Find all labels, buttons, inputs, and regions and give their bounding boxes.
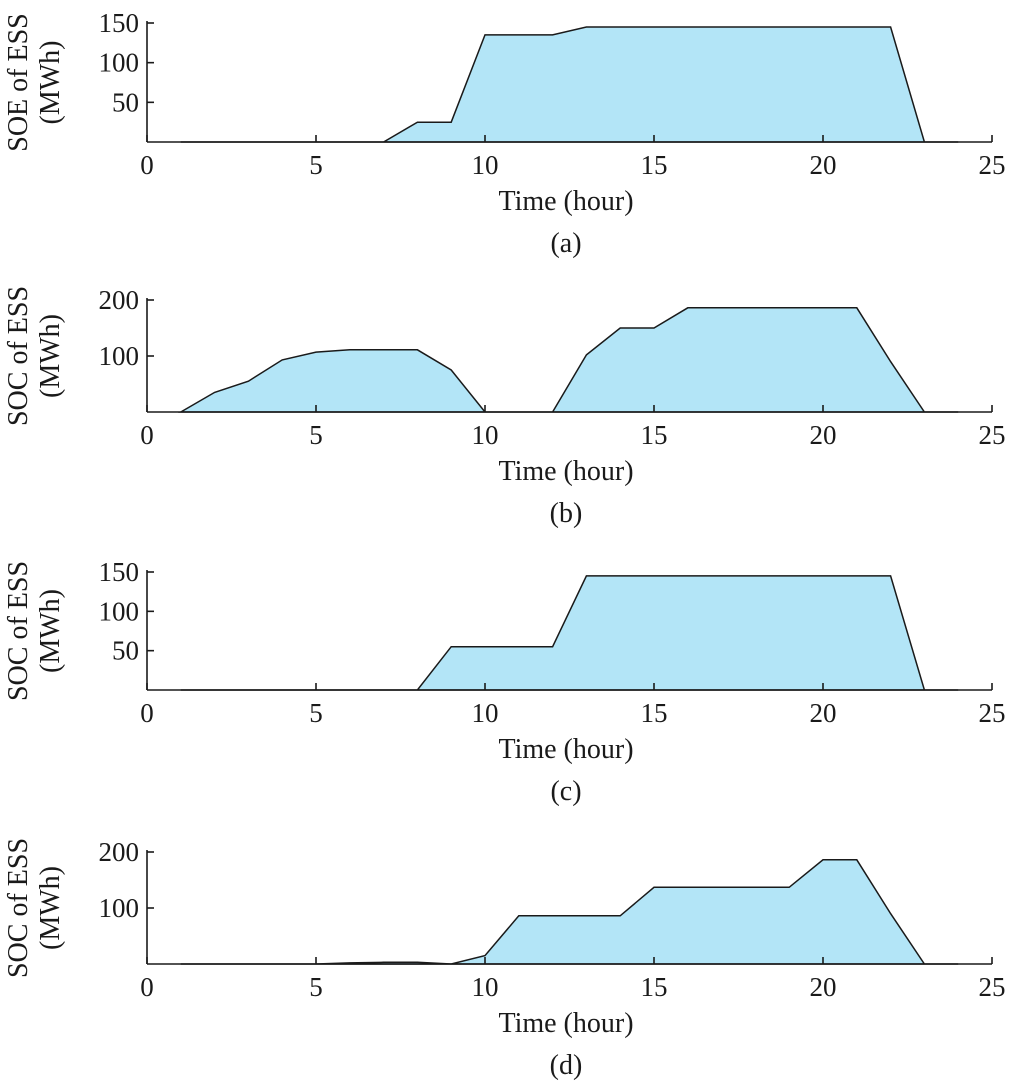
x-axis-title: Time (hour) xyxy=(498,734,633,765)
y-tick-label: 100 xyxy=(99,48,140,78)
x-tick-label: 15 xyxy=(641,972,668,1002)
panel-d: 0 5 10 15 20 25 100 200 Time (hour) (d) SOC of ESS… xyxy=(3,837,1006,1081)
x-tick-label: 5 xyxy=(309,698,323,728)
x-tick-label: 0 xyxy=(140,150,154,180)
x-tick-label: 10 xyxy=(472,150,499,180)
panel-a: 0 5 10 15 20 25 50 100 150 Time (hour) (a) SOE of E… xyxy=(3,8,1006,259)
series-area xyxy=(180,26,959,143)
series-area xyxy=(180,575,959,691)
x-tick-label: 20 xyxy=(810,698,837,728)
x-tick-label: 0 xyxy=(140,698,154,728)
x-tick-label: 5 xyxy=(309,150,323,180)
y-tick-label: 200 xyxy=(99,285,140,315)
y-axis-unit: (MWh) xyxy=(35,866,66,950)
y-tick-label: 50 xyxy=(112,87,139,117)
x-tick-label: 20 xyxy=(810,420,837,450)
y-tick-label: 150 xyxy=(99,557,140,587)
x-tick-label: 10 xyxy=(472,972,499,1002)
y-axis-title: SOC of ESS xyxy=(3,561,34,701)
panel-c: 0 5 10 15 20 25 50 100 150 Time (hour) (c) SOC of E… xyxy=(3,557,1006,807)
series-area xyxy=(180,859,959,965)
y-tick-label: 100 xyxy=(99,893,140,923)
x-tick-label: 20 xyxy=(810,150,837,180)
x-tick-label: 5 xyxy=(309,972,323,1002)
x-tick-label: 10 xyxy=(472,698,499,728)
x-tick-label: 25 xyxy=(979,698,1006,728)
y-axis-title: SOE of ESS xyxy=(3,13,34,151)
y-axis-unit: (MWh) xyxy=(35,589,66,673)
x-tick-label: 20 xyxy=(810,972,837,1002)
y-tick-label: 150 xyxy=(99,8,140,38)
panel-b: 0 5 10 15 20 25 100 200 Time (hour) (b) SOC of ESS… xyxy=(3,285,1006,529)
x-tick-label: 25 xyxy=(979,150,1006,180)
panel-caption: (d) xyxy=(550,1050,583,1081)
x-tick-label: 25 xyxy=(979,972,1006,1002)
x-tick-label: 0 xyxy=(140,420,154,450)
y-axis-title: SOC of ESS xyxy=(3,286,34,426)
x-axis-title: Time (hour) xyxy=(498,456,633,487)
x-axis-title: Time (hour) xyxy=(498,186,633,217)
y-tick-label: 200 xyxy=(99,837,140,867)
x-tick-label: 15 xyxy=(641,420,668,450)
panel-caption: (c) xyxy=(550,776,581,807)
y-axis-unit: (MWh) xyxy=(35,314,66,398)
x-tick-label: 5 xyxy=(309,420,323,450)
x-tick-label: 10 xyxy=(472,420,499,450)
x-tick-label: 15 xyxy=(641,150,668,180)
series-area xyxy=(178,307,959,413)
y-tick-label: 50 xyxy=(112,636,139,666)
y-tick-label: 100 xyxy=(99,341,140,371)
x-tick-label: 0 xyxy=(140,972,154,1002)
x-tick-label: 15 xyxy=(641,698,668,728)
y-tick-label: 100 xyxy=(99,596,140,626)
y-axis-title: SOC of ESS xyxy=(3,838,34,978)
x-tick-label: 25 xyxy=(979,420,1006,450)
panel-caption: (b) xyxy=(550,498,583,529)
y-axis-unit: (MWh) xyxy=(35,41,66,125)
panel-caption: (a) xyxy=(550,228,581,259)
x-axis-title: Time (hour) xyxy=(498,1008,633,1039)
